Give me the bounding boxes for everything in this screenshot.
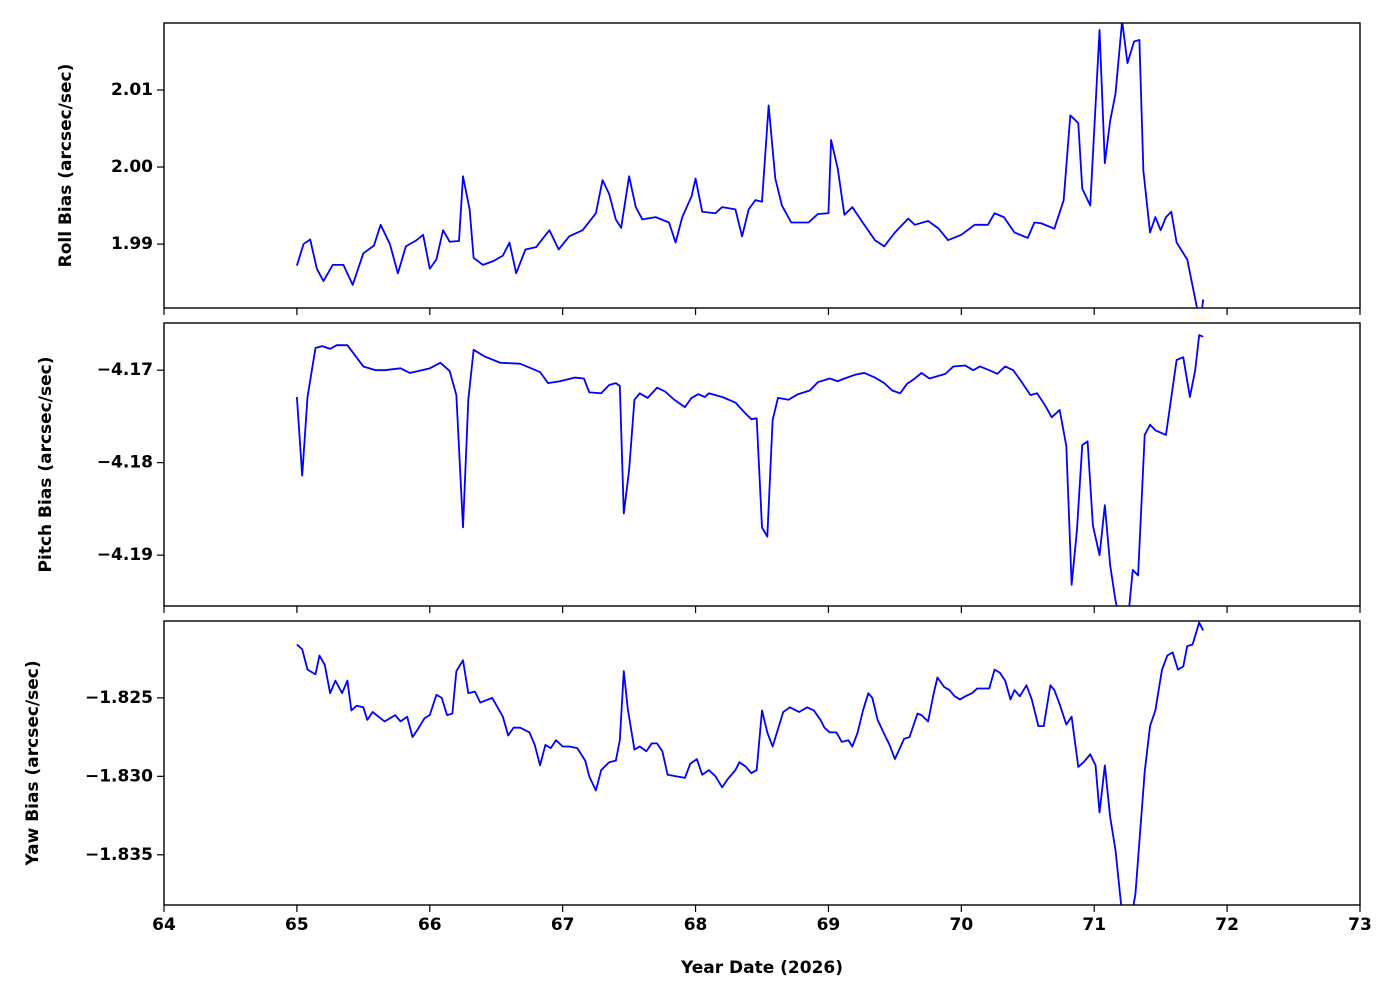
y-tick-label: −1.830: [85, 766, 153, 786]
y-tick-label: −1.835: [85, 845, 153, 865]
x-axis-label: Year Date (2026): [680, 958, 843, 978]
data-line: [296, 23, 1205, 308]
x-tick-label: 72: [1215, 915, 1239, 935]
x-tick-label: 70: [949, 915, 973, 935]
y-axis-label: Pitch Bias (arcsec/sec): [36, 357, 56, 573]
y-tick-label: 2.00: [111, 157, 153, 177]
y-tick-label: 2.01: [111, 80, 153, 100]
x-tick-label: 67: [551, 915, 575, 935]
y-tick-label: −4.19: [97, 545, 153, 565]
x-tick-label: 73: [1348, 915, 1372, 935]
y-tick-label: 1.99: [111, 234, 153, 254]
data-line: [295, 334, 1204, 606]
x-tick-label: 65: [285, 915, 309, 935]
data-line: [296, 621, 1204, 905]
axes-frame: [163, 620, 1361, 906]
x-tick-label: 66: [418, 915, 442, 935]
x-tick-label: 69: [817, 915, 841, 935]
y-axis-label: Roll Bias (arcsec/sec): [56, 64, 76, 268]
y-tick-label: −4.18: [97, 453, 153, 473]
x-tick-label: 68: [684, 915, 708, 935]
axes-frame: [163, 322, 1361, 607]
x-tick-label: 71: [1082, 915, 1106, 935]
y-tick-label: −1.825: [85, 688, 153, 708]
x-tick-label: 64: [152, 915, 176, 935]
y-axis-label: Yaw Bias (arcsec/sec): [23, 660, 43, 866]
y-tick-label: −4.17: [97, 360, 153, 380]
axes-frame: [163, 22, 1361, 309]
